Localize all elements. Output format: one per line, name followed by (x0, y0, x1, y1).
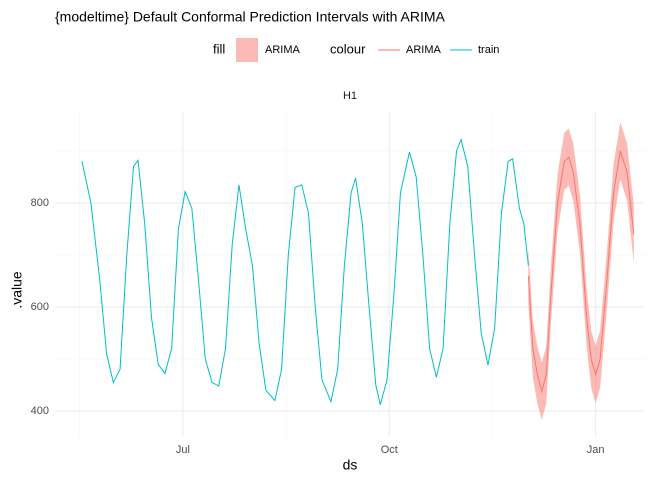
panel-strip: H1 (343, 90, 357, 102)
legend-label: train (478, 44, 499, 56)
y-axis-label: .value (9, 271, 25, 309)
interval-band (528, 122, 634, 420)
chart-title: {modeltime} Default Conformal Prediction… (55, 9, 445, 25)
x-tick-label: Jul (176, 444, 190, 456)
x-tick-label: Oct (381, 444, 398, 456)
legend-label: ARIMA (265, 44, 301, 56)
x-tick-label: Jan (587, 444, 605, 456)
legend-label: ARIMA (406, 44, 442, 56)
y-tick-label: 600 (31, 301, 49, 313)
legend-title: colour (330, 41, 366, 56)
series-line (81, 137, 529, 405)
y-tick-label: 400 (31, 405, 49, 417)
series-line (527, 150, 635, 394)
y-tick-label: 800 (31, 197, 49, 209)
legend-title: fill (213, 41, 225, 56)
legend-swatch (236, 38, 258, 62)
x-axis-label: ds (343, 457, 358, 473)
